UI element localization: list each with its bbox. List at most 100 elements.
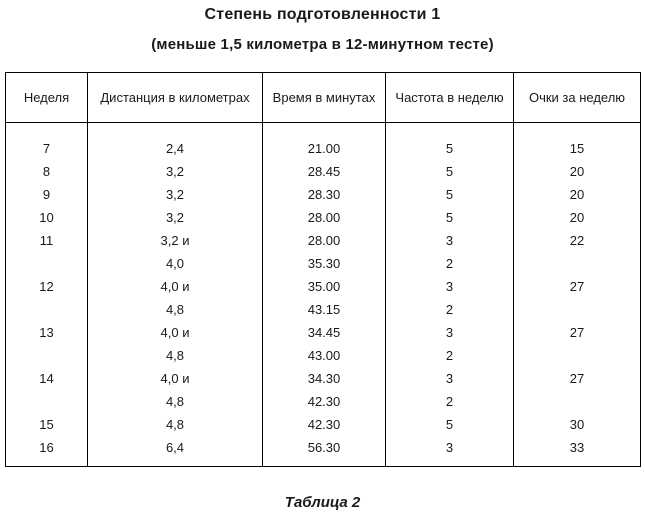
cell-week: 13 xyxy=(5,320,88,344)
cell-frequency: 5 xyxy=(385,182,514,206)
cell-time: 35.00 xyxy=(262,274,386,298)
cell-week: 16 xyxy=(5,435,88,459)
cell-week: 14 xyxy=(5,366,88,390)
table-row: 14 4,0 и 34.30 3 27 xyxy=(5,366,641,390)
cell-distance: 3,2 xyxy=(87,205,263,229)
cell-points: 27 xyxy=(513,320,641,344)
fitness-program-table: Неделя Дистанция в километрах Время в ми… xyxy=(5,72,641,467)
cell-points: 20 xyxy=(513,159,641,183)
cell-frequency: 3 xyxy=(385,274,514,298)
cell-points: 15 xyxy=(513,136,641,160)
cell-distance: 4,8 xyxy=(87,412,263,436)
table-row: 4,8 43.15 2 xyxy=(5,297,641,321)
cell-time: 42.30 xyxy=(262,412,386,436)
cell-week: 7 xyxy=(5,136,88,160)
cell-points xyxy=(513,389,641,413)
cell-distance: 4,0 и xyxy=(87,366,263,390)
col-header-points: Очки за неделю xyxy=(513,72,641,123)
table-caption: Таблица 2 xyxy=(284,494,361,511)
cell-distance: 3,2 xyxy=(87,159,263,183)
cell-week xyxy=(5,389,88,413)
cell-time: 28.45 xyxy=(262,159,386,183)
cell-points: 30 xyxy=(513,412,641,436)
spacer-cell xyxy=(513,122,641,137)
cell-distance: 4,8 xyxy=(87,297,263,321)
cell-time: 56.30 xyxy=(262,435,386,459)
cell-distance: 3,2 xyxy=(87,182,263,206)
page-subtitle: (меньше 1,5 километра в 12-минутном тест… xyxy=(151,36,494,53)
cell-time: 35.30 xyxy=(262,251,386,275)
table-row: 9 3,2 28.30 5 20 xyxy=(5,182,641,206)
table-row: 4,8 43.00 2 xyxy=(5,343,641,367)
table-row: 11 3,2 и 28.00 3 22 xyxy=(5,228,641,252)
cell-frequency: 2 xyxy=(385,251,514,275)
cell-time: 28.00 xyxy=(262,205,386,229)
cell-frequency: 5 xyxy=(385,159,514,183)
cell-week: 9 xyxy=(5,182,88,206)
table-row: 12 4,0 и 35.00 3 27 xyxy=(5,274,641,298)
table-row: 13 4,0 и 34.45 3 27 xyxy=(5,320,641,344)
cell-time: 34.30 xyxy=(262,366,386,390)
cell-time: 28.00 xyxy=(262,228,386,252)
table-row: 16 6,4 56.30 3 33 xyxy=(5,435,641,459)
cell-points: 22 xyxy=(513,228,641,252)
cell-frequency: 2 xyxy=(385,297,514,321)
cell-frequency: 3 xyxy=(385,435,514,459)
cell-points: 27 xyxy=(513,274,641,298)
cell-week: 11 xyxy=(5,228,88,252)
table-row: 15 4,8 42.30 5 30 xyxy=(5,412,641,436)
cell-distance: 4,8 xyxy=(87,343,263,367)
cell-time: 34.45 xyxy=(262,320,386,344)
cell-distance: 2,4 xyxy=(87,136,263,160)
table-header-row: Неделя Дистанция в километрах Время в ми… xyxy=(5,72,641,123)
spacer-cell xyxy=(385,458,514,467)
cell-frequency: 2 xyxy=(385,389,514,413)
cell-points: 33 xyxy=(513,435,641,459)
table-row: 8 3,2 28.45 5 20 xyxy=(5,159,641,183)
cell-points: 20 xyxy=(513,182,641,206)
spacer-cell xyxy=(262,458,386,467)
spacer-row xyxy=(5,458,641,467)
cell-frequency: 3 xyxy=(385,320,514,344)
spacer-cell xyxy=(87,458,263,467)
cell-points: 27 xyxy=(513,366,641,390)
spacer-row xyxy=(5,122,641,137)
cell-time: 21.00 xyxy=(262,136,386,160)
col-header-distance: Дистанция в километрах xyxy=(87,72,263,123)
col-header-week: Неделя xyxy=(5,72,88,123)
cell-week: 15 xyxy=(5,412,88,436)
spacer-cell xyxy=(385,122,514,137)
spacer-cell xyxy=(5,122,88,137)
cell-frequency: 5 xyxy=(385,412,514,436)
cell-week: 8 xyxy=(5,159,88,183)
col-header-frequency: Частота в неделю xyxy=(385,72,514,123)
cell-points xyxy=(513,297,641,321)
cell-time: 43.00 xyxy=(262,343,386,367)
cell-week xyxy=(5,297,88,321)
table-row: 7 2,4 21.00 5 15 xyxy=(5,136,641,160)
cell-distance: 4,0 и xyxy=(87,320,263,344)
cell-frequency: 5 xyxy=(385,136,514,160)
cell-week xyxy=(5,251,88,275)
cell-week: 12 xyxy=(5,274,88,298)
table-row: 4,0 35.30 2 xyxy=(5,251,641,275)
cell-frequency: 2 xyxy=(385,343,514,367)
col-header-time: Время в минутах xyxy=(262,72,386,123)
cell-distance: 4,0 xyxy=(87,251,263,275)
cell-distance: 4,0 и xyxy=(87,274,263,298)
cell-points: 20 xyxy=(513,205,641,229)
table-row: 10 3,2 28.00 5 20 xyxy=(5,205,641,229)
cell-frequency: 3 xyxy=(385,366,514,390)
cell-week: 10 xyxy=(5,205,88,229)
cell-frequency: 5 xyxy=(385,205,514,229)
cell-frequency: 3 xyxy=(385,228,514,252)
cell-week xyxy=(5,343,88,367)
table-row: 4,8 42.30 2 xyxy=(5,389,641,413)
cell-time: 42.30 xyxy=(262,389,386,413)
cell-points xyxy=(513,251,641,275)
cell-distance: 6,4 xyxy=(87,435,263,459)
spacer-cell xyxy=(262,122,386,137)
spacer-cell xyxy=(5,458,88,467)
page-title: Степень подготовленности 1 xyxy=(204,6,441,23)
spacer-cell xyxy=(513,458,641,467)
